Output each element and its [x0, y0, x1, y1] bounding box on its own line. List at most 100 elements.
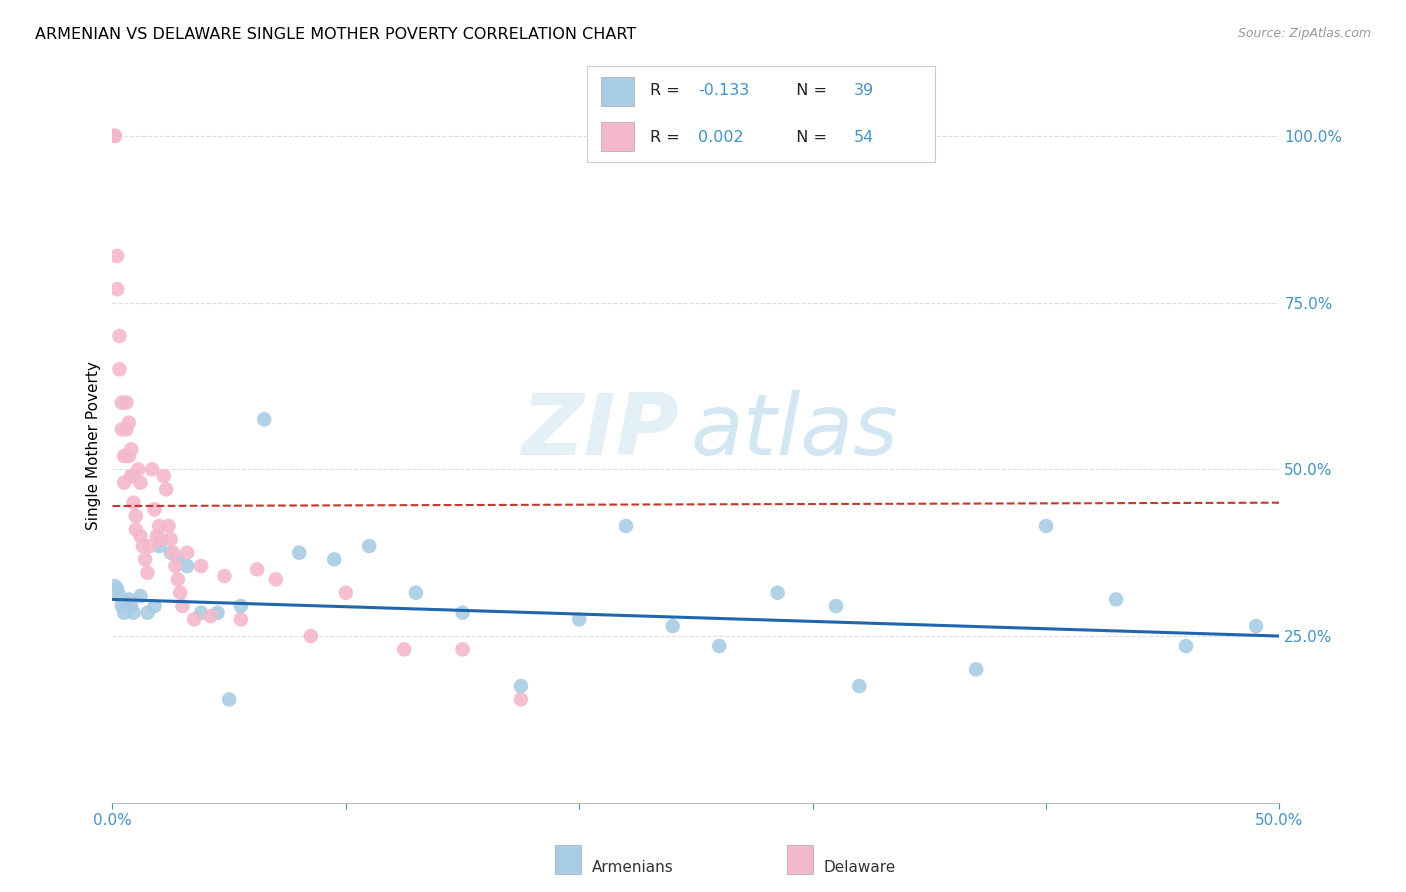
Point	[108, 329, 131, 343]
Point	[162, 546, 184, 560]
Point	[104, 128, 127, 143]
Point	[451, 606, 474, 620]
Point	[125, 509, 148, 524]
Point	[134, 552, 156, 566]
Bar	[602, 77, 634, 105]
Point	[108, 589, 131, 603]
Point	[143, 599, 166, 613]
Text: ZIP: ZIP	[520, 390, 679, 474]
Point	[190, 559, 212, 574]
Point	[509, 692, 531, 706]
Point	[190, 606, 212, 620]
Point	[118, 592, 141, 607]
Point	[125, 522, 148, 536]
Point	[392, 642, 416, 657]
Text: 54: 54	[855, 130, 875, 145]
Point	[323, 552, 346, 566]
Point	[129, 589, 152, 603]
Point	[153, 469, 176, 483]
Point	[359, 539, 381, 553]
Point	[148, 539, 170, 553]
Point	[104, 128, 127, 143]
Text: N =: N =	[786, 83, 832, 97]
Point	[120, 469, 142, 483]
Point	[299, 629, 322, 643]
Text: R =: R =	[650, 83, 685, 97]
Point	[155, 483, 177, 497]
Point	[200, 609, 222, 624]
Point	[136, 566, 159, 580]
Point	[176, 559, 198, 574]
Point	[766, 585, 789, 599]
Point	[129, 475, 152, 490]
Point	[108, 362, 131, 376]
Point	[848, 679, 870, 693]
Text: 39: 39	[855, 83, 875, 97]
Point	[451, 642, 474, 657]
Point	[118, 416, 141, 430]
Point	[172, 599, 194, 613]
Text: Delaware: Delaware	[824, 860, 896, 874]
Point	[115, 422, 138, 436]
Point	[122, 496, 145, 510]
Point	[122, 469, 145, 483]
Bar	[602, 122, 634, 151]
Text: atlas: atlas	[690, 390, 898, 474]
FancyBboxPatch shape	[588, 65, 935, 162]
Point	[118, 449, 141, 463]
Point	[146, 529, 169, 543]
Point	[614, 519, 637, 533]
Point	[132, 539, 155, 553]
Point	[253, 412, 276, 426]
Point	[183, 612, 205, 626]
Point	[111, 395, 134, 409]
Point	[104, 579, 127, 593]
Point	[661, 619, 683, 633]
Text: ARMENIAN VS DELAWARE SINGLE MOTHER POVERTY CORRELATION CHART: ARMENIAN VS DELAWARE SINGLE MOTHER POVER…	[35, 27, 637, 42]
Text: 0.002: 0.002	[699, 130, 744, 145]
Point	[105, 249, 128, 263]
Point	[160, 546, 183, 560]
Point	[122, 606, 145, 620]
Point	[825, 599, 848, 613]
Point	[136, 606, 159, 620]
Point	[165, 559, 187, 574]
Point	[143, 502, 166, 516]
Point	[127, 462, 149, 476]
Point	[218, 692, 240, 706]
Point	[105, 582, 128, 597]
Point	[965, 662, 987, 676]
Point	[264, 573, 287, 587]
Point	[115, 596, 138, 610]
Point	[166, 552, 188, 566]
Point	[129, 529, 152, 543]
Point	[288, 546, 311, 560]
Point	[405, 585, 427, 599]
Point	[105, 282, 128, 296]
Point	[509, 679, 531, 693]
Point	[141, 462, 163, 476]
Point	[160, 533, 183, 547]
Point	[1244, 619, 1267, 633]
Point	[1035, 519, 1057, 533]
Point	[214, 569, 236, 583]
Point	[120, 599, 142, 613]
Point	[568, 612, 591, 626]
Point	[335, 585, 357, 599]
Point	[157, 519, 180, 533]
Point	[246, 562, 269, 576]
Point	[207, 606, 229, 620]
Point	[166, 573, 188, 587]
Point	[111, 422, 134, 436]
Point	[709, 639, 731, 653]
Point	[112, 475, 135, 490]
Point	[115, 395, 138, 409]
Point	[229, 612, 252, 626]
Point	[112, 606, 135, 620]
Text: Armenians: Armenians	[592, 860, 673, 874]
Text: N =: N =	[786, 130, 832, 145]
Point	[112, 449, 135, 463]
Text: Source: ZipAtlas.com: Source: ZipAtlas.com	[1237, 27, 1371, 40]
Text: R =: R =	[650, 130, 685, 145]
Y-axis label: Single Mother Poverty: Single Mother Poverty	[86, 361, 101, 531]
